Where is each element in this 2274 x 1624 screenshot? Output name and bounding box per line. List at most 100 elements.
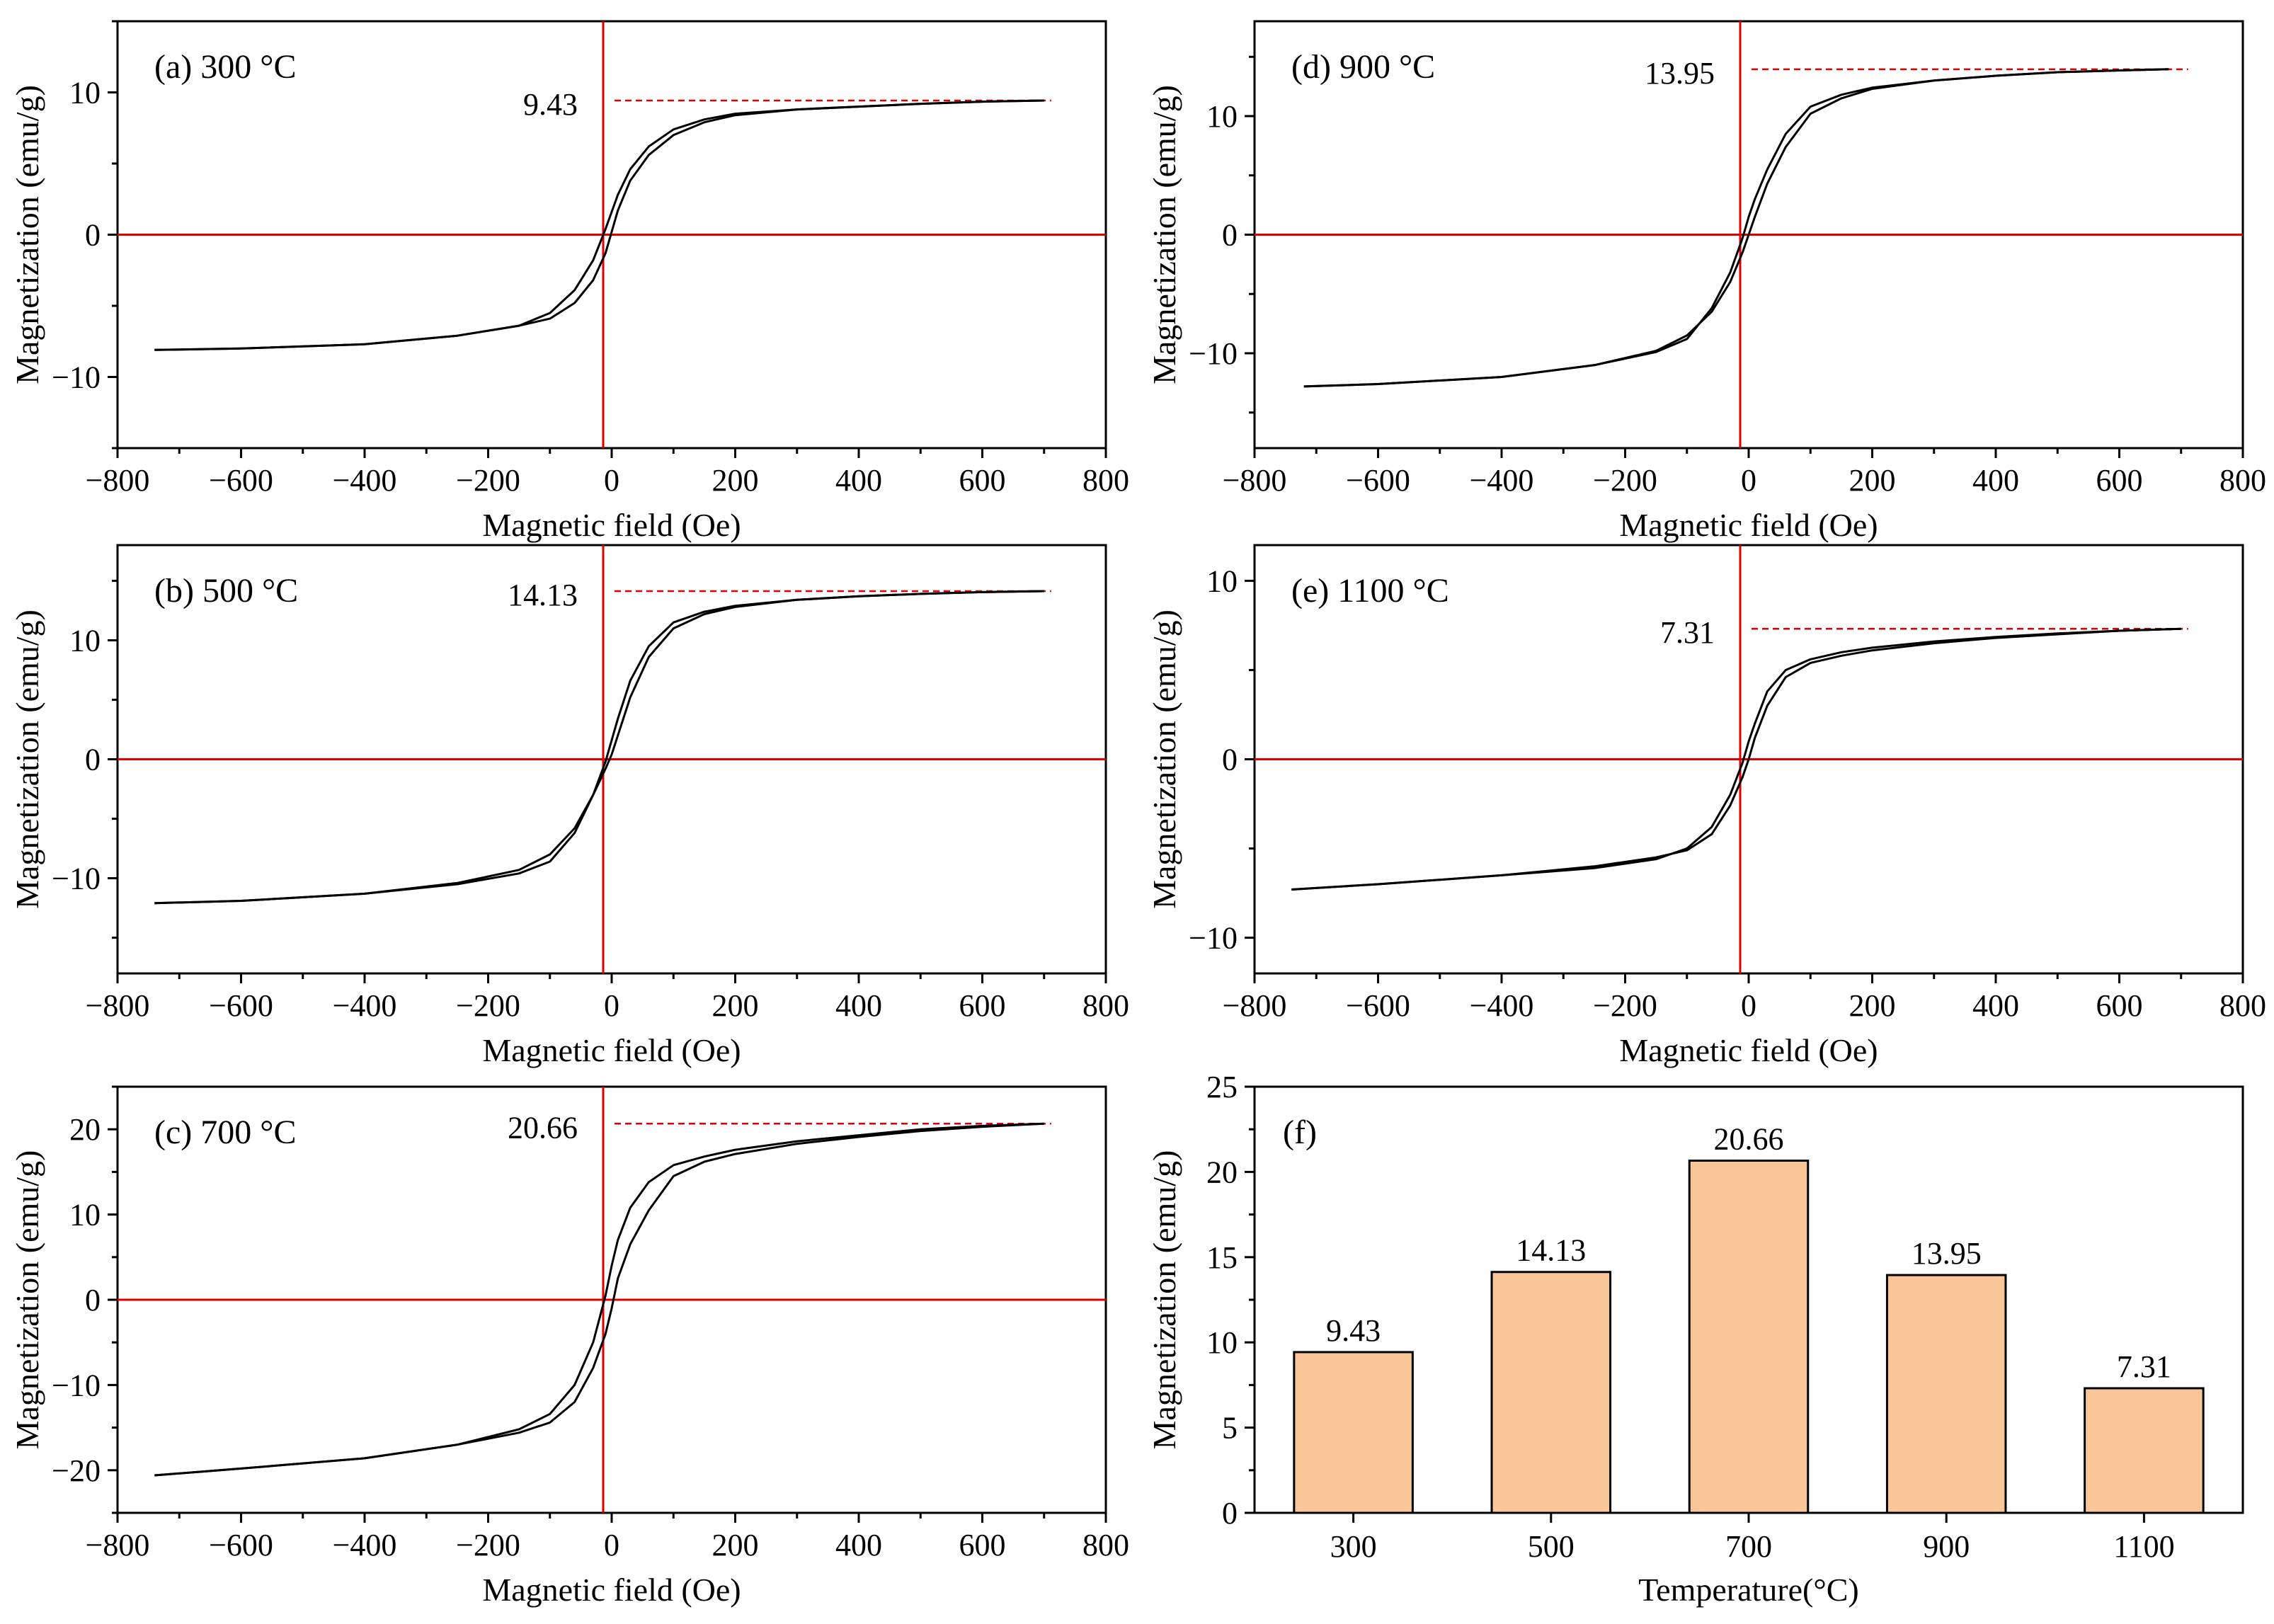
y-tick-label: 20 [69,1112,101,1147]
hysteresis-branch-2 [154,590,1044,905]
y-axis-title: Magnetization (emu/g) [1146,1150,1182,1450]
panel-label: (b) 500 °C [154,572,298,610]
x-tick-label: 200 [1849,463,1896,498]
x-tick-label: −600 [1346,463,1410,498]
y-tick-label: 10 [1206,564,1238,598]
bar-value-label: 7.31 [2117,1349,2171,1384]
x-tick-label: −600 [1346,988,1410,1023]
x-tick-label: 600 [2096,463,2143,498]
x-tick-label: 800 [2219,463,2266,498]
x-tick-label: −800 [1223,988,1287,1023]
y-tick-label: 10 [69,623,101,658]
y-tick-label: 10 [1206,99,1238,134]
x-tick-label: −800 [86,988,150,1023]
y-axis-title: Magnetization (emu/g) [1146,610,1182,909]
x-tick-label: −200 [1593,463,1657,498]
x-tick-label: 0 [604,988,619,1023]
bar-900 [1885,1274,2007,1514]
y-tick-label: 10 [1206,1325,1238,1360]
y-axis-title: Magnetization (emu/g) [9,610,45,909]
x-tick-label: −800 [1223,463,1287,498]
x-tick-label: 800 [1082,1528,1129,1562]
y-tick-label: 0 [85,218,101,253]
panel-f: 9.43 14.13 20.66 13.95 7.31 300 500 700 900 1100 0… [1146,1070,2244,1608]
y-tick-label: 25 [1206,1070,1238,1104]
x-tick-label: 0 [604,463,619,498]
y-tick-label: 0 [1222,1496,1238,1531]
y-tick-label: 20 [1206,1155,1238,1189]
bar-300 [1293,1351,1414,1514]
panel-label: (a) 300 °C [154,48,296,86]
x-axis-title: Magnetic field (Oe) [1619,1032,1878,1068]
saturation-annotation: 9.43 [523,87,578,122]
x-tick-label: 600 [2096,988,2143,1023]
x-tick-label: −200 [1593,988,1657,1023]
x-tick-label: 900 [1923,1529,1970,1564]
y-axis-title: Magnetization (emu/g) [9,1150,45,1450]
x-tick-label: −600 [209,988,273,1023]
x-tick-label: 1100 [2113,1529,2174,1564]
y-tick-label: −20 [52,1453,101,1488]
bar-1100 [2084,1387,2205,1514]
bar-value-label: 20.66 [1714,1122,1784,1157]
panel-label: (e) 1100 °C [1291,572,1449,610]
panel-label: (f) [1283,1114,1317,1151]
x-tick-label: −400 [1470,463,1534,498]
panel-d: 13.95 −800 −600 −400 −200 0 200 400 600 800 −10 0 10… [1146,20,2266,543]
x-tick-label: −600 [209,463,273,498]
x-tick-label: 600 [959,1528,1006,1562]
hysteresis-branch-1 [154,1122,1044,1477]
y-tick-label: 0 [85,743,101,777]
saturation-annotation: 20.66 [508,1110,578,1145]
x-tick-label: −200 [456,988,520,1023]
x-tick-label: 0 [1741,463,1756,498]
bar-700 [1688,1160,1810,1514]
x-tick-label: 500 [1528,1529,1575,1564]
x-tick-label: −200 [456,463,520,498]
y-tick-label: 0 [1222,218,1238,253]
hysteresis-branch-1 [1303,68,2169,388]
x-tick-label: 0 [604,1528,619,1562]
x-tick-label: 400 [835,1528,882,1562]
x-tick-label: −400 [333,988,397,1023]
hysteresis-branch-1 [1291,627,2181,891]
panel-e: 7.31 −800 −600 −400 −200 0 200 400 600 800 −10 0 10 (… [1146,544,2266,1068]
panel-c: 20.66−800 −600 −400 −200 0 200 400 600 800−20−10… [9,1085,1129,1608]
hysteresis-branch-2 [154,1122,1044,1477]
x-tick-label: −400 [333,1528,397,1562]
panel-a: 9.43 −800 −600 −400 −200 0 200 400 600 800 −10 0 10 (… [9,20,1129,543]
saturation-annotation: 7.31 [1660,615,1715,650]
y-tick-label: 10 [69,1198,101,1233]
bar-value-label: 9.43 [1326,1313,1381,1348]
hysteresis-branch-2 [154,99,1044,351]
x-tick-label: 800 [2219,988,2266,1023]
bar-value-label: 14.13 [1516,1233,1586,1268]
x-tick-label: 200 [712,463,759,498]
x-axis-title: Magnetic field (Oe) [482,1032,741,1068]
x-tick-label: −400 [1470,988,1534,1023]
y-tick-label: −10 [52,862,101,896]
hysteresis-branch-1 [154,590,1044,905]
y-tick-label: −10 [52,360,101,395]
x-tick-label: −200 [456,1528,520,1562]
hysteresis-branch-2 [1303,68,2169,388]
x-tick-label: 300 [1330,1529,1377,1564]
saturation-annotation: 14.13 [508,578,578,612]
x-tick-label: −800 [86,463,150,498]
panel-label: (d) 900 °C [1291,48,1435,86]
panel-label: (c) 700 °C [154,1114,296,1151]
x-axis-title: Magnetic field (Oe) [482,507,741,543]
y-tick-label: −10 [1189,921,1238,956]
x-axis-title: Magnetic field (Oe) [482,1572,741,1608]
x-tick-label: 600 [959,988,1006,1023]
hysteresis-branch-1 [154,99,1044,351]
x-tick-label: −400 [333,463,397,498]
x-tick-label: 400 [835,463,882,498]
y-tick-label: −10 [1189,336,1238,371]
x-axis-title: Temperature(°C) [1638,1572,1858,1608]
bar-500 [1490,1271,1612,1514]
x-axis-title: Magnetic field (Oe) [1619,507,1878,543]
x-tick-label: 200 [712,988,759,1023]
x-tick-label: 700 [1725,1529,1772,1564]
